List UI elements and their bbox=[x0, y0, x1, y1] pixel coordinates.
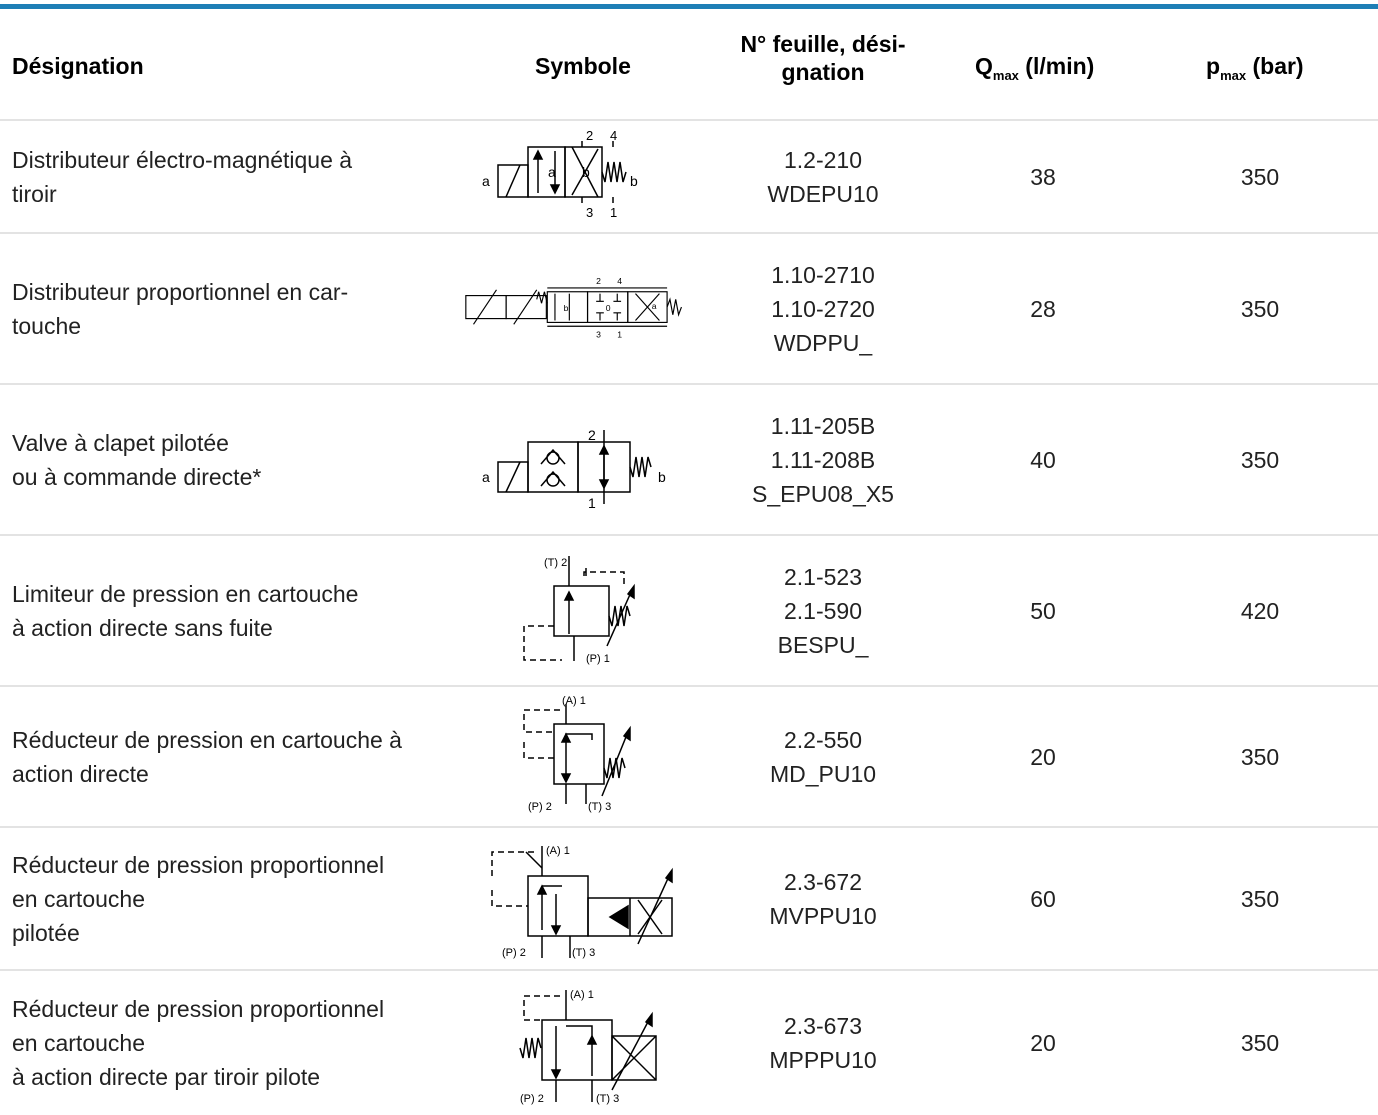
qmax-cell: 20 bbox=[1030, 743, 1056, 770]
svg-text:b: b bbox=[564, 302, 569, 312]
svg-text:2: 2 bbox=[596, 276, 601, 286]
symbol-cell: (A) 1 (P) 2 (T) 3 bbox=[462, 687, 692, 826]
svg-text:(T) 2: (T) 2 bbox=[544, 557, 567, 569]
table-row: Réducteur de pression proportionnel en c… bbox=[0, 828, 1378, 971]
svg-text:3: 3 bbox=[596, 329, 601, 339]
header-qmax: Qmax (l/min) bbox=[975, 53, 1095, 83]
table-row: Distributeur proportionnel en car- touch… bbox=[0, 234, 1378, 385]
solenoid-directional-valve-symbol: a a b b 2 4 3 1 bbox=[482, 128, 638, 220]
svg-text:(T) 3: (T) 3 bbox=[596, 1093, 619, 1105]
svg-text:(P) 2: (P) 2 bbox=[528, 801, 552, 813]
qmax-cell: 38 bbox=[1030, 163, 1056, 190]
svg-text:a: a bbox=[482, 469, 490, 485]
designation-cell: Distributeur électro-magnétique à tiroir bbox=[12, 146, 353, 207]
pressure-reducing-valve-symbol: (A) 1 (P) 2 (T) 3 bbox=[523, 695, 631, 813]
svg-text:4: 4 bbox=[617, 276, 622, 286]
table-header: Désignation Symbole N° feuille, dési- gn… bbox=[0, 9, 1378, 121]
qmax-cell: 20 bbox=[1030, 1029, 1056, 1056]
feuille-cell: 1.2-210 WDEPU10 bbox=[767, 146, 879, 207]
svg-text:b: b bbox=[582, 164, 590, 180]
pmax-cell: 350 bbox=[1240, 163, 1280, 190]
svg-text:(T) 3: (T) 3 bbox=[588, 801, 611, 813]
svg-text:4: 4 bbox=[610, 128, 617, 143]
symbol-cell: b 0 a 2 4 3 1 bbox=[462, 234, 692, 383]
symbol-cell: (A) 1 (P) 2 (T) 3 bbox=[462, 828, 692, 969]
designation-cell: Réducteur de pression en cartouche à act… bbox=[12, 726, 402, 787]
feuille-cell: 2.3-673 MPPPU10 bbox=[769, 1012, 877, 1073]
svg-text:a: a bbox=[652, 301, 657, 311]
designation-cell: Distributeur proportionnel en car- touch… bbox=[12, 278, 349, 339]
header-pmax: pmax (bar) bbox=[1206, 53, 1304, 83]
svg-text:(P) 1: (P) 1 bbox=[586, 653, 610, 665]
svg-text:b: b bbox=[630, 173, 638, 189]
svg-text:1: 1 bbox=[610, 205, 617, 220]
proportional-reducing-valve-piloted-symbol: (A) 1 (P) 2 (T) 3 bbox=[491, 845, 673, 959]
symbol-cell: a b 2 1 bbox=[462, 385, 692, 534]
feuille-cell: 2.3-672 MVPPU10 bbox=[769, 868, 877, 929]
feuille-cell: 1.10-2710 1.10-2720 WDPPU_ bbox=[771, 261, 875, 356]
symbol-cell: a a b b 2 4 3 1 bbox=[462, 121, 692, 232]
proportional-directional-valve-symbol: b 0 a 2 4 3 1 bbox=[465, 276, 682, 339]
pmax-cell: 420 bbox=[1240, 597, 1280, 624]
proportional-reducing-valve-direct-symbol: (A) 1 (P) 2 (T) 3 bbox=[519, 989, 657, 1105]
feuille-cell: 2.1-523 2.1-590 BESPU_ bbox=[777, 563, 869, 658]
svg-text:1: 1 bbox=[617, 329, 622, 339]
svg-text:3: 3 bbox=[586, 205, 593, 220]
qmax-cell: 60 bbox=[1030, 885, 1056, 912]
designation-cell: Réducteur de pression proportionnel en c… bbox=[12, 995, 385, 1090]
svg-text:(P) 2: (P) 2 bbox=[502, 947, 526, 959]
poppet-valve-symbol: a b 2 1 bbox=[482, 427, 666, 511]
pmax-cell: 350 bbox=[1240, 885, 1280, 912]
qmax-cell: 50 bbox=[1030, 597, 1056, 624]
pressure-relief-valve-symbol: (T) 2 (P) 1 bbox=[523, 555, 635, 665]
svg-text:(P) 2: (P) 2 bbox=[520, 1093, 544, 1105]
svg-text:(A) 1: (A) 1 bbox=[570, 989, 594, 1001]
svg-text:b: b bbox=[658, 469, 666, 485]
pmax-cell: 350 bbox=[1240, 295, 1280, 322]
qmax-cell: 28 bbox=[1030, 295, 1056, 322]
svg-text:0: 0 bbox=[606, 302, 611, 312]
svg-text:(T) 3: (T) 3 bbox=[572, 947, 595, 959]
symbol-cell: (T) 2 (P) 1 bbox=[462, 536, 692, 685]
designation-cell: Limiteur de pression en cartouche à acti… bbox=[12, 580, 359, 641]
svg-text:2: 2 bbox=[588, 427, 596, 443]
feuille-cell: 2.2-550 MD_PU10 bbox=[769, 726, 877, 787]
designation-cell: Réducteur de pression proportionnel en c… bbox=[12, 851, 385, 946]
table-row: Réducteur de pression proportionnel en c… bbox=[0, 971, 1378, 1114]
designation-cell: Valve à clapet pilotée ou à commande dir… bbox=[12, 429, 262, 490]
table-row: Valve à clapet pilotée ou à commande dir… bbox=[0, 385, 1378, 536]
header-feuille: N° feuille, dési- gnation bbox=[740, 31, 906, 85]
pmax-cell: 350 bbox=[1240, 743, 1280, 770]
top-accent-rule bbox=[0, 4, 1378, 9]
qmax-cell: 40 bbox=[1030, 446, 1056, 473]
svg-text:a: a bbox=[548, 164, 556, 180]
svg-text:(A) 1: (A) 1 bbox=[546, 845, 570, 857]
svg-text:2: 2 bbox=[586, 128, 593, 143]
feuille-cell: 1.11-205B 1.11-208B S_EPU08_X5 bbox=[752, 412, 894, 507]
pmax-cell: 350 bbox=[1240, 446, 1280, 473]
table-row: Réducteur de pression en cartouche à act… bbox=[0, 687, 1378, 828]
symbol-cell: (A) 1 (P) 2 (T) 3 bbox=[462, 971, 692, 1114]
svg-text:(A) 1: (A) 1 bbox=[562, 695, 586, 707]
header-designation: Désignation bbox=[12, 53, 144, 79]
svg-text:1: 1 bbox=[588, 495, 596, 511]
header-symbole: Symbole bbox=[535, 53, 631, 79]
table-row: Distributeur électro-magnétique à tiroir… bbox=[0, 121, 1378, 234]
pmax-cell: 350 bbox=[1240, 1029, 1280, 1056]
svg-text:a: a bbox=[482, 173, 490, 189]
table-row: Limiteur de pression en cartouche à acti… bbox=[0, 536, 1378, 687]
